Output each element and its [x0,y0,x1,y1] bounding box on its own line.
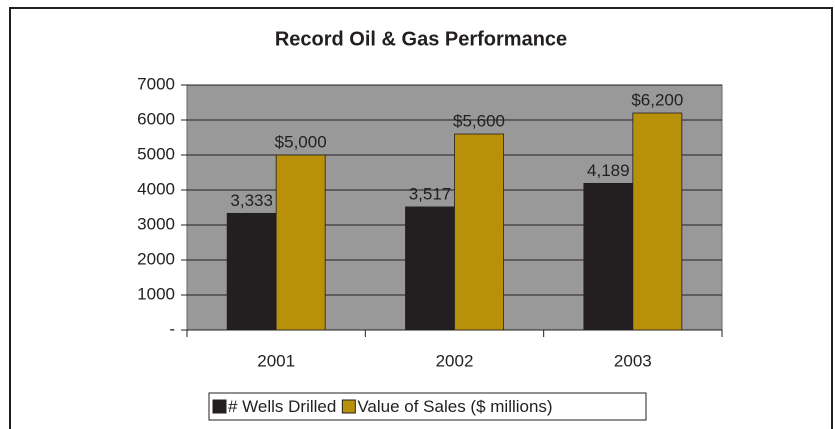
legend-label: # Wells Drilled [228,397,336,416]
bar [405,206,455,331]
data-label: 3,333 [230,191,273,210]
chart-title: Record Oil & Gas Performance [275,28,567,50]
y-tick-label: 2000 [137,249,175,268]
y-tick-label: 6000 [137,109,175,128]
y-tick-label: - [169,319,175,338]
y-tick-label: 7000 [137,74,175,93]
legend-swatch [212,399,227,414]
bar [226,212,277,331]
data-label: $5,000 [275,132,327,151]
x-tick-label: 2003 [614,351,652,370]
data-label: $5,600 [453,111,505,130]
legend-label: Value of Sales ($ millions) [357,397,552,416]
bar [275,154,326,331]
bar [454,133,504,331]
y-tick-label: 3000 [137,214,175,233]
y-tick-label: 4000 [137,179,175,198]
legend-swatch [341,399,356,414]
bar [632,112,683,331]
data-label: $6,200 [631,90,683,109]
data-label: 4,189 [587,161,630,180]
data-label: 3,517 [409,184,452,203]
y-tick-label: 1000 [137,284,175,303]
y-tick-label: 5000 [137,144,175,163]
x-tick-label: 2002 [436,351,474,370]
legend-box [208,392,647,421]
x-tick-label: 2001 [257,351,295,370]
bar [583,182,634,331]
